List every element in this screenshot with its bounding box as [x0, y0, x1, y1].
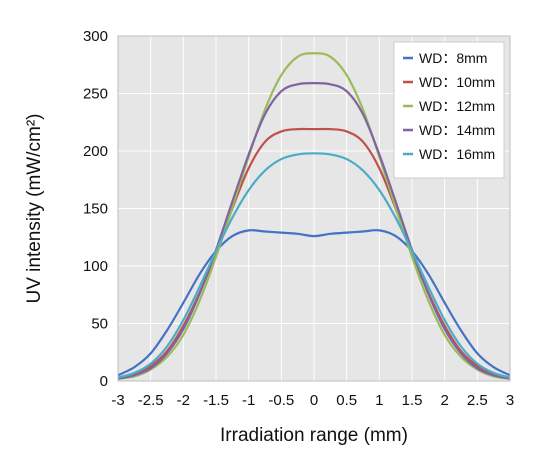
x-tick-label: -2.5: [138, 392, 164, 409]
x-tick-label: 2: [440, 392, 448, 409]
x-tick-label: -1.5: [203, 392, 229, 409]
x-tick-label: 1.5: [402, 392, 423, 409]
x-tick-label: 3: [506, 392, 514, 409]
y-tick-label: 50: [91, 316, 108, 333]
legend-label: WD：8mm: [419, 50, 487, 66]
x-tick-label: 0.5: [336, 392, 357, 409]
plot-frame: [117, 35, 511, 382]
series-line: [117, 127, 511, 379]
x-tick-label: 2.5: [467, 392, 488, 409]
legend: WD：8mm WD：10mm WD：12mm WD：14mm WD：16mm: [393, 41, 505, 179]
series-lines: [117, 52, 511, 380]
y-tick-label: 300: [83, 28, 108, 45]
legend-label: WD：10mm: [419, 74, 495, 90]
x-tick-label: 0: [310, 392, 318, 409]
series-line: [117, 152, 511, 379]
y-tick-label: 100: [83, 258, 108, 275]
y-tick-label: 200: [83, 143, 108, 160]
axis-labels: -3 -2.5 -2 -1.5 -1 -0.5 0 0.5 1 1.5 2 2.5 3 0 50 100 150…: [83, 28, 514, 409]
legend-label: WD：12mm: [419, 98, 495, 114]
series-line: [117, 82, 511, 380]
y-tick-label: 250: [83, 86, 108, 103]
x-tick-label: -3: [111, 392, 124, 409]
x-tick-label: -0.5: [268, 392, 294, 409]
x-tick-label: -2: [177, 392, 190, 409]
y-tick-label: 0: [100, 373, 108, 390]
series-line: [117, 52, 511, 380]
x-axis-title: Irradiation range (mm): [220, 425, 408, 446]
x-tick-label: -1: [242, 392, 255, 409]
y-tick-label: 150: [83, 201, 108, 218]
y-axis-title: UV intensity (mW/cm²): [24, 114, 45, 304]
series-line: [117, 229, 511, 377]
x-tick-label: 1: [375, 392, 383, 409]
legend-label: WD：14mm: [419, 122, 495, 138]
legend-label: WD：16mm: [419, 146, 495, 162]
legend-box: [393, 41, 505, 179]
